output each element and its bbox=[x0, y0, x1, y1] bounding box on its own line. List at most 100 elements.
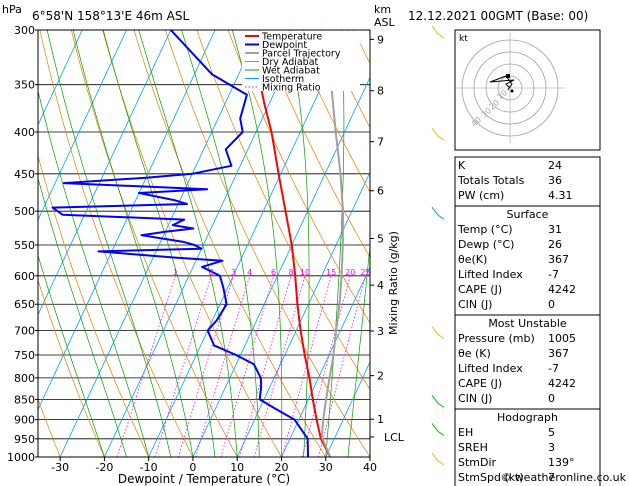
dry-adiabat-line bbox=[102, 30, 282, 457]
dry-adiabat-line bbox=[290, 30, 370, 193]
row-value: 36 bbox=[548, 174, 562, 187]
row-label: StmSpd (kt) bbox=[458, 471, 524, 484]
legend-entry: Wet Adiabat bbox=[262, 66, 320, 77]
legend-entry: Isotherm bbox=[262, 74, 304, 85]
temperature-tick-label: 0 bbox=[189, 461, 196, 474]
legend-entry: Dewpoint bbox=[262, 40, 307, 51]
wet-adiabat-line bbox=[38, 254, 105, 457]
row-label: Temp (°C) bbox=[457, 223, 513, 236]
row-value: 5 bbox=[548, 426, 555, 439]
pressure-tick-label: 900 bbox=[14, 414, 35, 427]
isotherm-line bbox=[148, 30, 349, 457]
mixing-ratio-label: 10 bbox=[300, 268, 310, 277]
most_unstable-title: Most Unstable bbox=[488, 317, 567, 330]
hodograph-marker bbox=[506, 74, 510, 78]
isotherm-line bbox=[38, 30, 83, 126]
height-tick-label: 5 bbox=[377, 232, 384, 245]
hodograph-trace bbox=[489, 75, 515, 91]
temperature-tick-label: -30 bbox=[51, 461, 69, 474]
row-value: 4.31 bbox=[548, 189, 573, 202]
mixing-ratio-line bbox=[281, 275, 332, 457]
row-value: 24 bbox=[548, 159, 562, 172]
dry-adiabat-line bbox=[133, 30, 326, 457]
row-value: 4242 bbox=[548, 377, 576, 390]
row-value: 0 bbox=[548, 298, 555, 311]
mixing-ratio-labels: 1 2 3 4 6 8 10 15 20 25 bbox=[173, 268, 371, 277]
pressure-tick-label: 550 bbox=[14, 239, 35, 252]
row-value: 367 bbox=[548, 253, 569, 266]
mixing-ratio-label: 15 bbox=[326, 268, 336, 277]
mixing-ratio-label: 8 bbox=[289, 268, 294, 277]
mixing-ratio-line bbox=[195, 275, 251, 457]
sounding-profiles bbox=[51, 30, 344, 457]
mixing-ratio-line bbox=[154, 275, 212, 457]
wet-adiabat-line bbox=[38, 177, 127, 457]
mixing-ratio-line bbox=[318, 275, 366, 457]
mixing-ratio-line bbox=[239, 275, 292, 457]
credit-text: © weatheronline.co.uk bbox=[500, 471, 626, 484]
wet-adiabat-line bbox=[181, 30, 260, 457]
wind-barb bbox=[431, 395, 445, 408]
wet-adiabat-line bbox=[38, 89, 150, 457]
row-value: -7 bbox=[548, 268, 559, 281]
mixing-ratio-line bbox=[253, 275, 306, 457]
row-value: 3 bbox=[548, 441, 555, 454]
row-label: EH bbox=[458, 426, 473, 439]
pressure-tick-label: 500 bbox=[14, 205, 35, 218]
height-tick-label: 7 bbox=[377, 136, 384, 149]
pressure-tick-label: 800 bbox=[14, 372, 35, 385]
row-label: CIN (J) bbox=[458, 298, 492, 311]
height-tick-label: 2 bbox=[377, 370, 384, 383]
mixing-ratio-label: 1 bbox=[173, 268, 178, 277]
pressure-tick-label: 1000 bbox=[7, 451, 35, 464]
isotherm-line bbox=[104, 30, 304, 457]
storm-motion-marker bbox=[510, 89, 514, 93]
row-value: 31 bbox=[548, 223, 562, 236]
pressure-tick-label: 600 bbox=[14, 270, 35, 283]
row-label: CIN (J) bbox=[458, 392, 492, 405]
wind-barb bbox=[431, 423, 445, 436]
row-value: 367 bbox=[548, 347, 569, 360]
row-label: SREH bbox=[458, 441, 488, 454]
row-value: 0 bbox=[548, 392, 555, 405]
temperature-tick-label: 20 bbox=[274, 461, 288, 474]
temperature-tick-label: 10 bbox=[230, 461, 244, 474]
height-tick-label: 8 bbox=[377, 85, 384, 98]
wet-adiabat-line bbox=[287, 30, 310, 457]
indices-section bbox=[454, 156, 601, 207]
pressure-tick-label: 350 bbox=[14, 79, 35, 92]
row-label: PW (cm) bbox=[458, 189, 504, 202]
parcel-trajectory-profile bbox=[320, 84, 344, 457]
pressure-tick-label: 700 bbox=[14, 325, 35, 338]
wet-adiabat-line bbox=[46, 30, 172, 457]
asl-unit-label: ASL bbox=[374, 16, 396, 29]
row-label: θe (K) bbox=[458, 347, 491, 360]
row-value: -7 bbox=[548, 362, 559, 375]
row-label: Dewp (°C) bbox=[458, 238, 514, 251]
wind-barb bbox=[431, 326, 445, 339]
mixing-ratio-label: 2 bbox=[209, 268, 214, 277]
mixing-ratio-label: 6 bbox=[271, 268, 276, 277]
isotherm-line bbox=[38, 30, 172, 316]
row-label: θe(K) bbox=[458, 253, 487, 266]
plot-frame bbox=[37, 29, 371, 458]
row-label: CAPE (J) bbox=[458, 283, 502, 296]
row-value: 139° bbox=[548, 456, 575, 469]
dry-adiabat-line bbox=[38, 154, 150, 457]
temperature-tick-label: -10 bbox=[140, 461, 158, 474]
mixing-ratio-line bbox=[116, 275, 176, 457]
row-label: Totals Totals bbox=[457, 174, 525, 187]
hodograph-unit-label: kt bbox=[459, 34, 468, 44]
location-title: 6°58'N 158°13'E 46m ASL bbox=[32, 9, 189, 23]
isotherm-line bbox=[38, 30, 216, 411]
dry-adiabat-line bbox=[38, 279, 105, 457]
height-tick-label: 3 bbox=[377, 325, 384, 338]
indices-panel: K 24 Totals Totals 36 PW (cm) 4.31 Surface Temp… bbox=[454, 156, 601, 486]
mixing-ratio-axis-label: Mixing Ratio (g/kg) bbox=[387, 231, 400, 335]
mixing-ratio-label: 20 bbox=[345, 268, 355, 277]
legend-entry: Dry Adiabat bbox=[262, 57, 319, 68]
wind-barb bbox=[431, 452, 445, 466]
row-label: StmDir bbox=[458, 456, 497, 469]
